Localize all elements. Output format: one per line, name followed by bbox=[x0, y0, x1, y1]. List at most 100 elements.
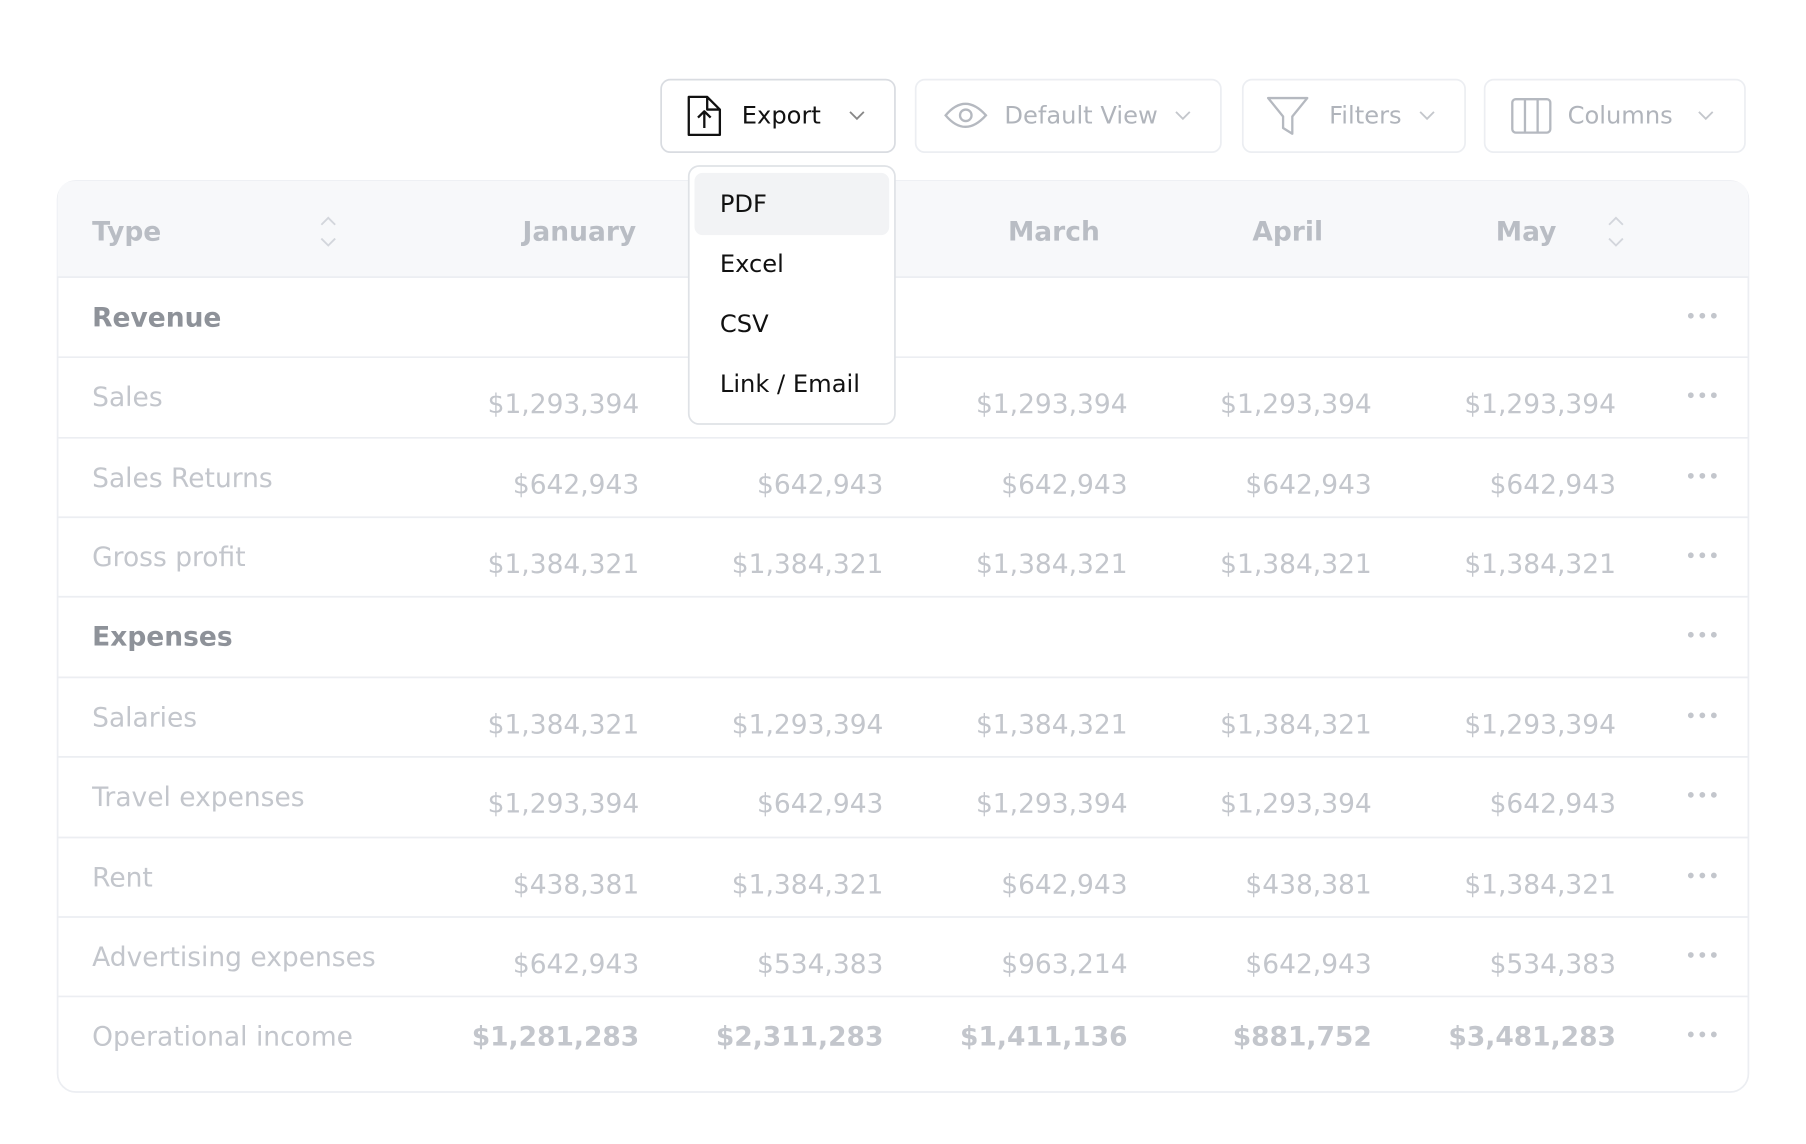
row-label: Salaries bbox=[92, 702, 197, 733]
columns-icon-lines bbox=[1523, 99, 1539, 133]
dot bbox=[1699, 952, 1706, 958]
cell-value: $1,384,321 bbox=[488, 709, 640, 740]
cell-value: $1,384,321 bbox=[1220, 549, 1372, 580]
table: Type January March April May Revenue Sales $1,2… bbox=[57, 216, 1749, 1052]
cell-value: $1,384,321 bbox=[732, 549, 884, 580]
column-header: April bbox=[1252, 216, 1323, 247]
button-label: Export bbox=[742, 101, 821, 129]
cell-value: $642,943 bbox=[757, 789, 883, 820]
dot bbox=[1687, 552, 1694, 559]
chevron bbox=[1175, 111, 1191, 121]
cell-value: $1,384,321 bbox=[732, 869, 884, 900]
dot bbox=[1699, 552, 1706, 559]
cell-value: $1,293,394 bbox=[1220, 389, 1372, 420]
dot bbox=[1699, 472, 1706, 479]
column-header: May bbox=[1496, 216, 1557, 247]
dot bbox=[1710, 472, 1717, 479]
dot bbox=[1710, 631, 1717, 638]
dot bbox=[1699, 791, 1706, 798]
cell-value: $534,383 bbox=[757, 949, 883, 980]
row-actions[interactable] bbox=[1687, 1031, 1717, 1038]
cell-value: $534,383 bbox=[1490, 949, 1616, 980]
menu-item[interactable]: CSV bbox=[720, 310, 769, 338]
button-label: Default View bbox=[1004, 101, 1157, 129]
cell-value: $1,384,321 bbox=[488, 549, 640, 580]
dot bbox=[1699, 712, 1706, 719]
columns-button[interactable]: Columns bbox=[1483, 78, 1746, 154]
button-frame bbox=[914, 78, 1222, 154]
row-actions[interactable] bbox=[1687, 552, 1717, 559]
button-frame bbox=[1483, 78, 1746, 154]
cell-value: $1,293,394 bbox=[488, 389, 640, 420]
cell-value: $1,293,394 bbox=[1464, 709, 1616, 740]
dot bbox=[1687, 1031, 1694, 1038]
filter-icon bbox=[1266, 96, 1309, 135]
dot bbox=[1687, 312, 1694, 319]
cell-value: $438,381 bbox=[1245, 869, 1371, 900]
menu-item[interactable]: PDF bbox=[720, 190, 767, 218]
dot bbox=[1687, 791, 1694, 798]
row-actions[interactable] bbox=[1687, 312, 1717, 319]
cell-value: $881,752 bbox=[1233, 1021, 1372, 1052]
row-actions[interactable] bbox=[1687, 631, 1717, 638]
row-actions[interactable] bbox=[1687, 712, 1717, 719]
eye-icon bbox=[944, 102, 988, 128]
cell-value: $1,384,321 bbox=[976, 709, 1128, 740]
dot bbox=[1710, 872, 1717, 879]
cell-value: $642,943 bbox=[1245, 949, 1371, 980]
button-label: Filters bbox=[1329, 101, 1401, 129]
sort-icon bbox=[320, 216, 1624, 247]
cell-value: $1,293,394 bbox=[976, 389, 1128, 420]
menu-item[interactable]: Excel bbox=[720, 250, 784, 278]
dot bbox=[1687, 872, 1694, 879]
menu-item[interactable]: Link / Email bbox=[720, 370, 860, 398]
dot bbox=[1699, 872, 1706, 879]
cell-value: $1,411,136 bbox=[960, 1021, 1128, 1052]
dot bbox=[1699, 392, 1706, 399]
cell-value: $1,384,321 bbox=[1464, 869, 1616, 900]
dot bbox=[1687, 472, 1694, 479]
cell-value: $1,281,283 bbox=[472, 1021, 640, 1052]
eye-pupil bbox=[958, 108, 973, 123]
row-label: Sales bbox=[92, 382, 162, 413]
cell-value: $1,293,394 bbox=[976, 789, 1128, 820]
menu-highlight bbox=[694, 172, 890, 236]
chevron bbox=[849, 111, 865, 121]
dot bbox=[1687, 392, 1694, 399]
dot bbox=[1710, 312, 1717, 319]
chevron bbox=[1698, 111, 1714, 121]
cell-value: $1,293,394 bbox=[1220, 789, 1372, 820]
dot bbox=[1699, 631, 1706, 638]
cell-value: $3,481,283 bbox=[1448, 1021, 1616, 1052]
view-button[interactable]: Default View bbox=[914, 78, 1222, 154]
row-label: Rent bbox=[92, 862, 153, 893]
filters-button[interactable]: Filters bbox=[1241, 78, 1466, 154]
cell-value: $642,943 bbox=[513, 470, 639, 501]
cell-value: $1,384,321 bbox=[1220, 709, 1372, 740]
dot bbox=[1687, 631, 1694, 638]
row-label: Travel expenses bbox=[91, 782, 304, 813]
dot bbox=[1710, 712, 1717, 719]
row-label: Advertising expenses bbox=[92, 942, 376, 973]
column-header: March bbox=[1008, 216, 1100, 247]
cell-value: $438,381 bbox=[513, 869, 639, 900]
cell-value: $642,943 bbox=[1490, 470, 1616, 501]
export-button[interactable]: Export bbox=[660, 78, 896, 154]
cell-value: $1,293,394 bbox=[1464, 389, 1616, 420]
cell-value: $642,943 bbox=[513, 949, 639, 980]
row-actions[interactable] bbox=[1687, 872, 1717, 879]
dot bbox=[1699, 312, 1706, 319]
cell-value: $1,384,321 bbox=[1464, 549, 1616, 580]
row-actions[interactable] bbox=[1687, 952, 1717, 958]
cell-value: $1,293,394 bbox=[488, 789, 640, 820]
row-actions[interactable] bbox=[1687, 392, 1717, 399]
row-label: Sales Returns bbox=[92, 463, 273, 494]
cell-value: $642,943 bbox=[1001, 869, 1127, 900]
cell-value: $642,943 bbox=[1001, 470, 1127, 501]
row-actions[interactable] bbox=[1687, 791, 1717, 798]
row-label: Operational income bbox=[92, 1021, 353, 1052]
row-label: Revenue bbox=[92, 303, 221, 334]
row-actions[interactable] bbox=[1687, 472, 1717, 479]
